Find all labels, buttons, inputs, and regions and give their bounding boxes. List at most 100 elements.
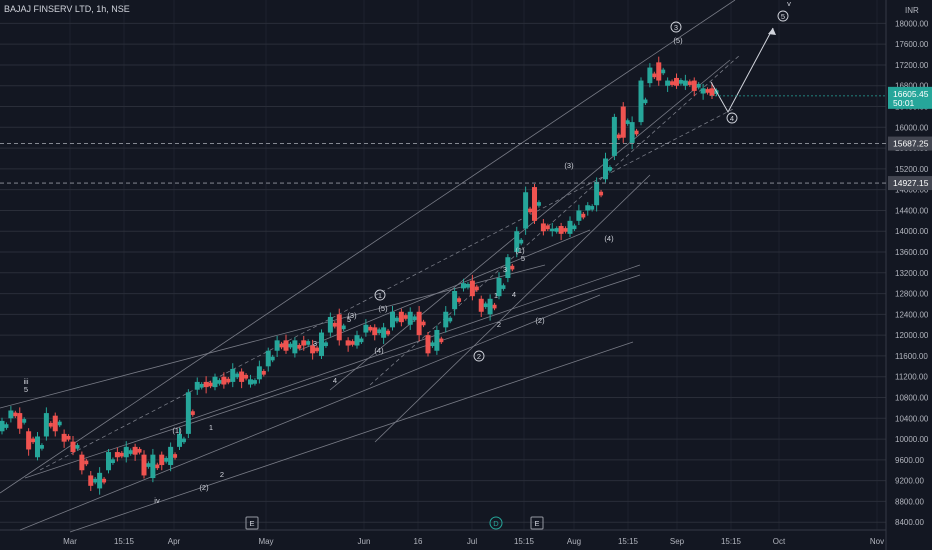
candle-body — [217, 380, 222, 384]
earnings-marker-label: E — [249, 519, 254, 528]
wave-label-circle — [374, 289, 386, 301]
y-tick-label: 8800.00 — [895, 497, 924, 506]
candle-body — [691, 80, 697, 91]
candle-body — [611, 116, 617, 156]
candle-body — [301, 340, 307, 346]
candle-body — [155, 464, 160, 469]
x-tick-label: 16 — [414, 537, 423, 546]
y-tick-label: 15200.00 — [895, 165, 929, 174]
candle-body — [350, 341, 355, 345]
trend-line — [329, 59, 731, 391]
candle-body — [469, 280, 475, 297]
candle-body — [643, 99, 648, 104]
candle-body — [244, 374, 249, 379]
trend-line — [299, 229, 591, 351]
projection-arrowhead — [768, 28, 776, 35]
wave-label: 2 — [497, 320, 501, 329]
candle-body — [141, 454, 147, 476]
candle-body — [496, 277, 502, 297]
price-level-badge — [888, 176, 932, 191]
x-tick-label: Apr — [168, 537, 181, 546]
y-tick-label: 11600.00 — [895, 352, 928, 361]
y-tick-label: 9600.00 — [895, 456, 924, 465]
candle-body — [558, 226, 564, 234]
y-tick-label: 10800.00 — [895, 394, 929, 403]
candle-body — [345, 340, 351, 346]
candle-body — [386, 330, 391, 335]
wave-label: iii — [24, 377, 29, 386]
candle-body — [279, 343, 284, 348]
candle-body — [173, 454, 178, 458]
candle-body — [572, 225, 577, 230]
wave-label: (5) — [673, 36, 683, 45]
x-tick-label: Jun — [358, 537, 371, 546]
trend-line — [69, 341, 634, 533]
candle-body — [256, 366, 262, 380]
candle-body — [625, 120, 630, 124]
x-tick-label: May — [258, 537, 273, 546]
candle-body — [221, 376, 227, 385]
candle-body — [354, 335, 360, 346]
candle-body — [106, 452, 111, 471]
wave-label: 4 — [512, 290, 516, 299]
candle-body — [181, 438, 186, 443]
candle-body — [79, 454, 85, 471]
candle-body — [394, 317, 399, 322]
current-price-label: 16605.45 — [893, 89, 929, 99]
candle-body — [425, 335, 431, 354]
candle-body — [616, 134, 621, 139]
trend-line — [19, 294, 601, 531]
candle-body — [607, 167, 612, 171]
y-tick-label: 14800.00 — [895, 186, 929, 195]
candle-body — [190, 411, 195, 415]
candle-body — [554, 228, 559, 232]
candle-body — [638, 80, 644, 123]
candle-body — [123, 446, 129, 458]
candle-body — [248, 379, 253, 385]
y-tick-label: 18000.00 — [895, 19, 929, 28]
candle-body — [297, 345, 302, 349]
current-price-badge — [888, 86, 932, 109]
wave-label: 5 — [347, 315, 351, 324]
y-tick-label: 17200.00 — [895, 61, 929, 70]
price-level-label: 15687.25 — [893, 139, 929, 149]
candle-body — [377, 329, 382, 334]
candle-body — [434, 329, 440, 351]
wave-label: (3) — [564, 161, 574, 170]
wave-label: 1 — [209, 423, 213, 432]
wave-label: iv — [154, 496, 160, 505]
candle-body — [97, 472, 103, 489]
candle-body — [230, 368, 236, 382]
candle-body — [48, 422, 53, 427]
y-tick-label: 11200.00 — [895, 373, 928, 382]
candle-body — [465, 283, 470, 288]
y-tick-label: 10400.00 — [895, 414, 929, 423]
candle-body — [567, 220, 573, 234]
candle-body — [416, 311, 422, 336]
countdown-label: 50:01 — [893, 98, 915, 108]
candle-body — [199, 383, 204, 388]
candle-body — [88, 475, 94, 486]
candle-body — [203, 381, 209, 388]
trend-line-dashed — [39, 107, 736, 471]
candle-body — [603, 158, 608, 180]
candle-body — [398, 311, 404, 323]
wave-label: (1) — [172, 426, 182, 435]
chart-title: BAJAJ FINSERV LTD, 1h, NSE — [4, 4, 130, 14]
trend-line — [24, 274, 641, 479]
candle-body — [150, 454, 156, 479]
price-level-badge — [888, 136, 932, 151]
candle-body — [549, 228, 555, 232]
wave-label: (1) — [515, 246, 525, 255]
candle-body — [585, 205, 591, 211]
wave-label: v — [787, 0, 791, 8]
wave-label: (2) — [199, 483, 209, 492]
candle-body — [696, 83, 701, 88]
candle-body — [656, 62, 662, 81]
candle-body — [239, 371, 245, 382]
candle-body — [26, 431, 32, 450]
candle-body — [35, 436, 40, 458]
candle-body — [372, 327, 378, 336]
candle-body — [66, 435, 71, 440]
